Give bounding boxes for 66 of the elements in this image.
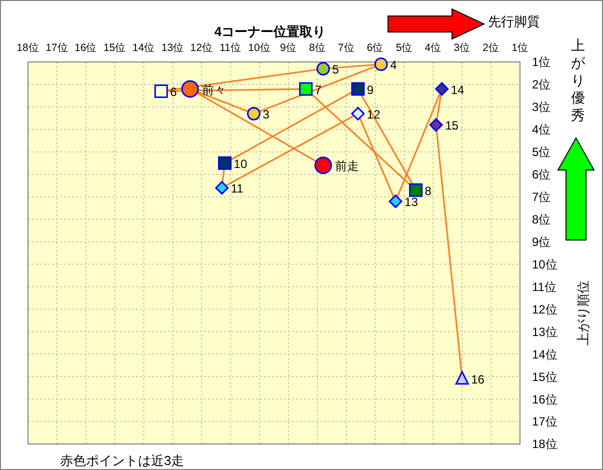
x-tick-label: 14位 xyxy=(132,42,156,54)
y-tick-label: 6位 xyxy=(532,168,551,182)
x-tick-label: 5位 xyxy=(396,42,413,54)
x-tick-label: 16位 xyxy=(74,42,98,54)
x-tick-label: 11位 xyxy=(220,42,242,54)
annotation: 11 xyxy=(230,182,244,196)
point xyxy=(388,194,402,208)
point xyxy=(351,82,365,96)
y-tick-label: 17位 xyxy=(532,414,558,429)
y-tick-label: 10位 xyxy=(532,257,558,272)
x-tick-label: 15位 xyxy=(103,42,126,54)
point xyxy=(316,62,330,76)
annotation: 14 xyxy=(450,82,465,97)
x-tick-label: 4位 xyxy=(424,42,442,54)
annotation: 8 xyxy=(424,184,432,198)
x-tick-label: 7位 xyxy=(338,42,355,54)
y-tick-label: 5位 xyxy=(532,145,551,160)
x-tick-label: 6位 xyxy=(366,42,384,54)
point xyxy=(429,118,443,132)
y-tick-label: 15位 xyxy=(532,370,558,384)
annotation: 4 xyxy=(390,58,398,72)
x-tick-label: 10位 xyxy=(248,42,271,54)
x-tick-label: 1位 xyxy=(512,42,528,54)
text: 赤色ポイントは近3走 xyxy=(60,453,184,468)
y-axis-title: 上がり順位 xyxy=(576,280,591,346)
y-tick-label: 11位 xyxy=(532,280,556,294)
x-tick-label: 8位 xyxy=(308,42,326,54)
point xyxy=(215,181,229,195)
x-tick-label: 9位 xyxy=(280,42,297,54)
y-tick-label: 12位 xyxy=(532,302,558,316)
x-tick-label: 3位 xyxy=(454,42,471,54)
y-tick-label: 4位 xyxy=(532,122,551,137)
x-tick-label: 17位 xyxy=(46,42,68,54)
y-tick-label: 9位 xyxy=(532,234,551,249)
point xyxy=(154,84,168,98)
x-tick-label: 13位 xyxy=(161,42,184,54)
y-tick-label: 7位 xyxy=(532,190,551,204)
y-tick-label: 14位 xyxy=(532,347,558,362)
y-tick-label: 16位 xyxy=(532,392,558,406)
y-tick-label: 1位 xyxy=(532,55,551,70)
x-tick-label: 2位 xyxy=(482,42,500,54)
annotation: 16 xyxy=(471,372,485,387)
x-tick-label: 18位 xyxy=(16,42,40,54)
y-tick-label: 2位 xyxy=(532,78,551,92)
point xyxy=(247,106,260,120)
point xyxy=(299,82,313,96)
point xyxy=(351,106,365,120)
annotation: 前走 xyxy=(335,159,360,174)
annotation: 3 xyxy=(262,107,270,122)
annotation: 9 xyxy=(366,82,374,97)
point xyxy=(455,371,469,385)
text: 先行脚質 xyxy=(488,14,540,29)
annotation: 15 xyxy=(445,118,459,133)
y-tick-label: 13位 xyxy=(532,324,558,339)
point xyxy=(409,183,423,197)
y-tick-label: 8位 xyxy=(532,212,551,226)
x-tick-label: 12位 xyxy=(190,42,213,54)
point xyxy=(218,156,232,170)
point xyxy=(435,82,449,96)
y-tick-label: 18位 xyxy=(532,437,558,452)
text: 上がり優秀 xyxy=(571,37,586,123)
annotation: 10 xyxy=(234,156,248,171)
chart-title: 4コーナー位置取り xyxy=(214,24,326,39)
point xyxy=(374,58,388,71)
annotation: 13 xyxy=(404,195,418,210)
y-tick-label: 3位 xyxy=(532,100,551,114)
